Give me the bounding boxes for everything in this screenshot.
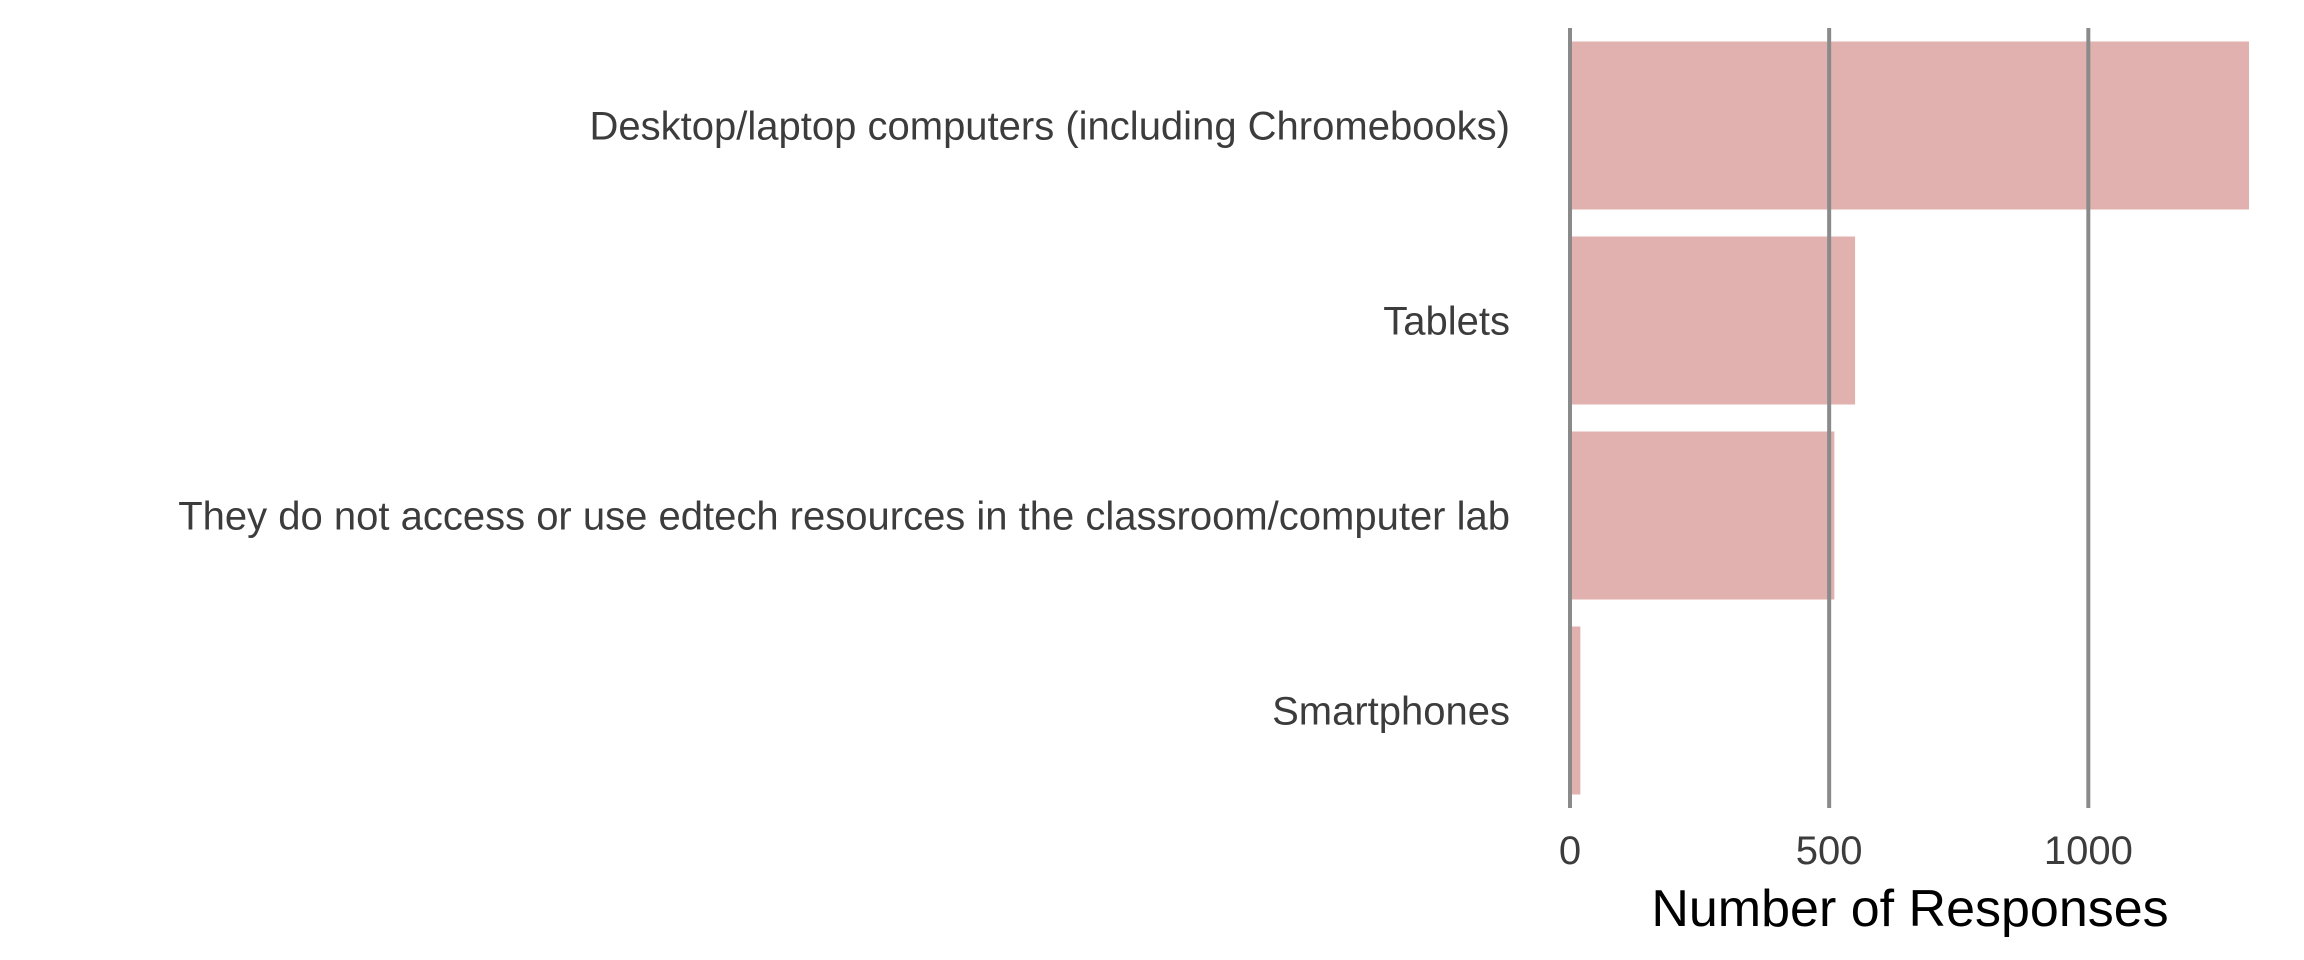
bar-2 (1570, 431, 1835, 600)
category-labels: Desktop/laptop computers (including Chro… (178, 105, 1510, 734)
bars (1570, 41, 2249, 795)
x-axis-title: Number of Responses (1651, 880, 2168, 938)
x-tick-labels: 0 500 1000 (1559, 829, 2133, 873)
category-label-3: Smartphones (1272, 690, 1510, 734)
category-label-1: Tablets (1383, 300, 1510, 344)
bar-1 (1570, 236, 1856, 405)
x-tick-label-0: 0 (1559, 829, 1581, 873)
category-label-0: Desktop/laptop computers (including Chro… (590, 105, 1510, 149)
bar-0 (1570, 41, 2249, 210)
gridlines (1568, 28, 2091, 808)
category-label-2: They do not access or use edtech resourc… (178, 495, 1510, 539)
x-tick-label-1: 500 (1796, 829, 1863, 873)
bar-3 (1570, 626, 1581, 795)
x-tick-label-2: 1000 (2044, 829, 2133, 873)
